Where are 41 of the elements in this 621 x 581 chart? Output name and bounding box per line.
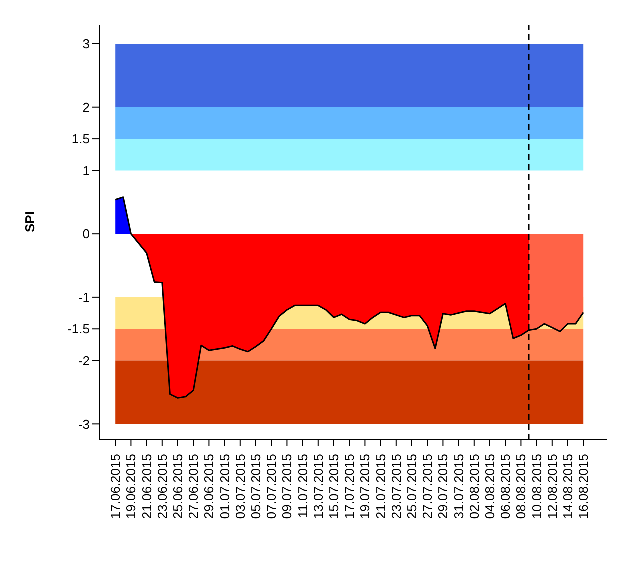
x-tick-label: 19.06.2015 [124, 454, 139, 520]
x-tick-label: 07.07.2015 [264, 454, 280, 520]
y-tick-label: 1.5 [72, 132, 90, 147]
x-tick-label: 23.06.2015 [154, 454, 170, 520]
x-tick-label: 10.08.2015 [529, 454, 544, 520]
x-tick-label: 08.08.2015 [514, 454, 529, 520]
x-tick-label: 13.07.2015 [310, 454, 326, 520]
x-tick-label: 27.06.2015 [186, 454, 202, 520]
y-tick-label: 3 [82, 36, 90, 52]
x-tick-label: 14.08.2015 [560, 454, 576, 520]
x-tick-label: 12.08.2015 [544, 454, 560, 520]
y-tick-label: -3 [78, 416, 90, 432]
x-tick-label: 31.07.2015 [451, 454, 466, 520]
x-tick-label: 03.07.2015 [232, 454, 248, 520]
x-tick-label: 16.08.2015 [576, 454, 592, 520]
y-tick-label: -1 [78, 290, 90, 306]
x-tick-label: 06.08.2015 [498, 454, 514, 520]
y-tick-label: -2 [78, 353, 90, 368]
x-tick-label: 09.07.2015 [280, 454, 295, 520]
x-tick-label: 15.07.2015 [326, 454, 342, 520]
y-tick-label: -1.5 [68, 322, 90, 337]
x-tick-label: 25.07.2015 [404, 454, 420, 520]
x-tick-label: 11.07.2015 [295, 454, 310, 518]
x-tick-label: 01.07.2015 [217, 454, 232, 520]
y-axis-title: SPI [22, 212, 38, 232]
x-tick-label: 19.07.2015 [358, 454, 373, 520]
x-tick-label: 27.07.2015 [420, 454, 436, 520]
x-tick-label: 02.08.2015 [466, 454, 482, 520]
x-tick-label: 25.06.2015 [170, 454, 186, 520]
x-tick-label: 29.06.2015 [202, 454, 217, 520]
y-tick-label: 1 [82, 163, 90, 178]
x-tick-label: 21.06.2015 [139, 454, 154, 520]
x-tick-label: 21.07.2015 [373, 454, 388, 520]
x-tick-label: 04.08.2015 [482, 454, 498, 520]
x-tick-label: 05.07.2015 [248, 454, 264, 520]
x-tick-label: 17.06.2015 [108, 454, 124, 520]
y-tick-label: 0 [82, 226, 90, 242]
x-tick-label: 29.07.2015 [436, 454, 451, 520]
x-tick-label: 17.07.2015 [342, 454, 358, 520]
x-tick-label: 23.07.2015 [388, 454, 404, 520]
y-tick-label: 2 [82, 100, 90, 115]
